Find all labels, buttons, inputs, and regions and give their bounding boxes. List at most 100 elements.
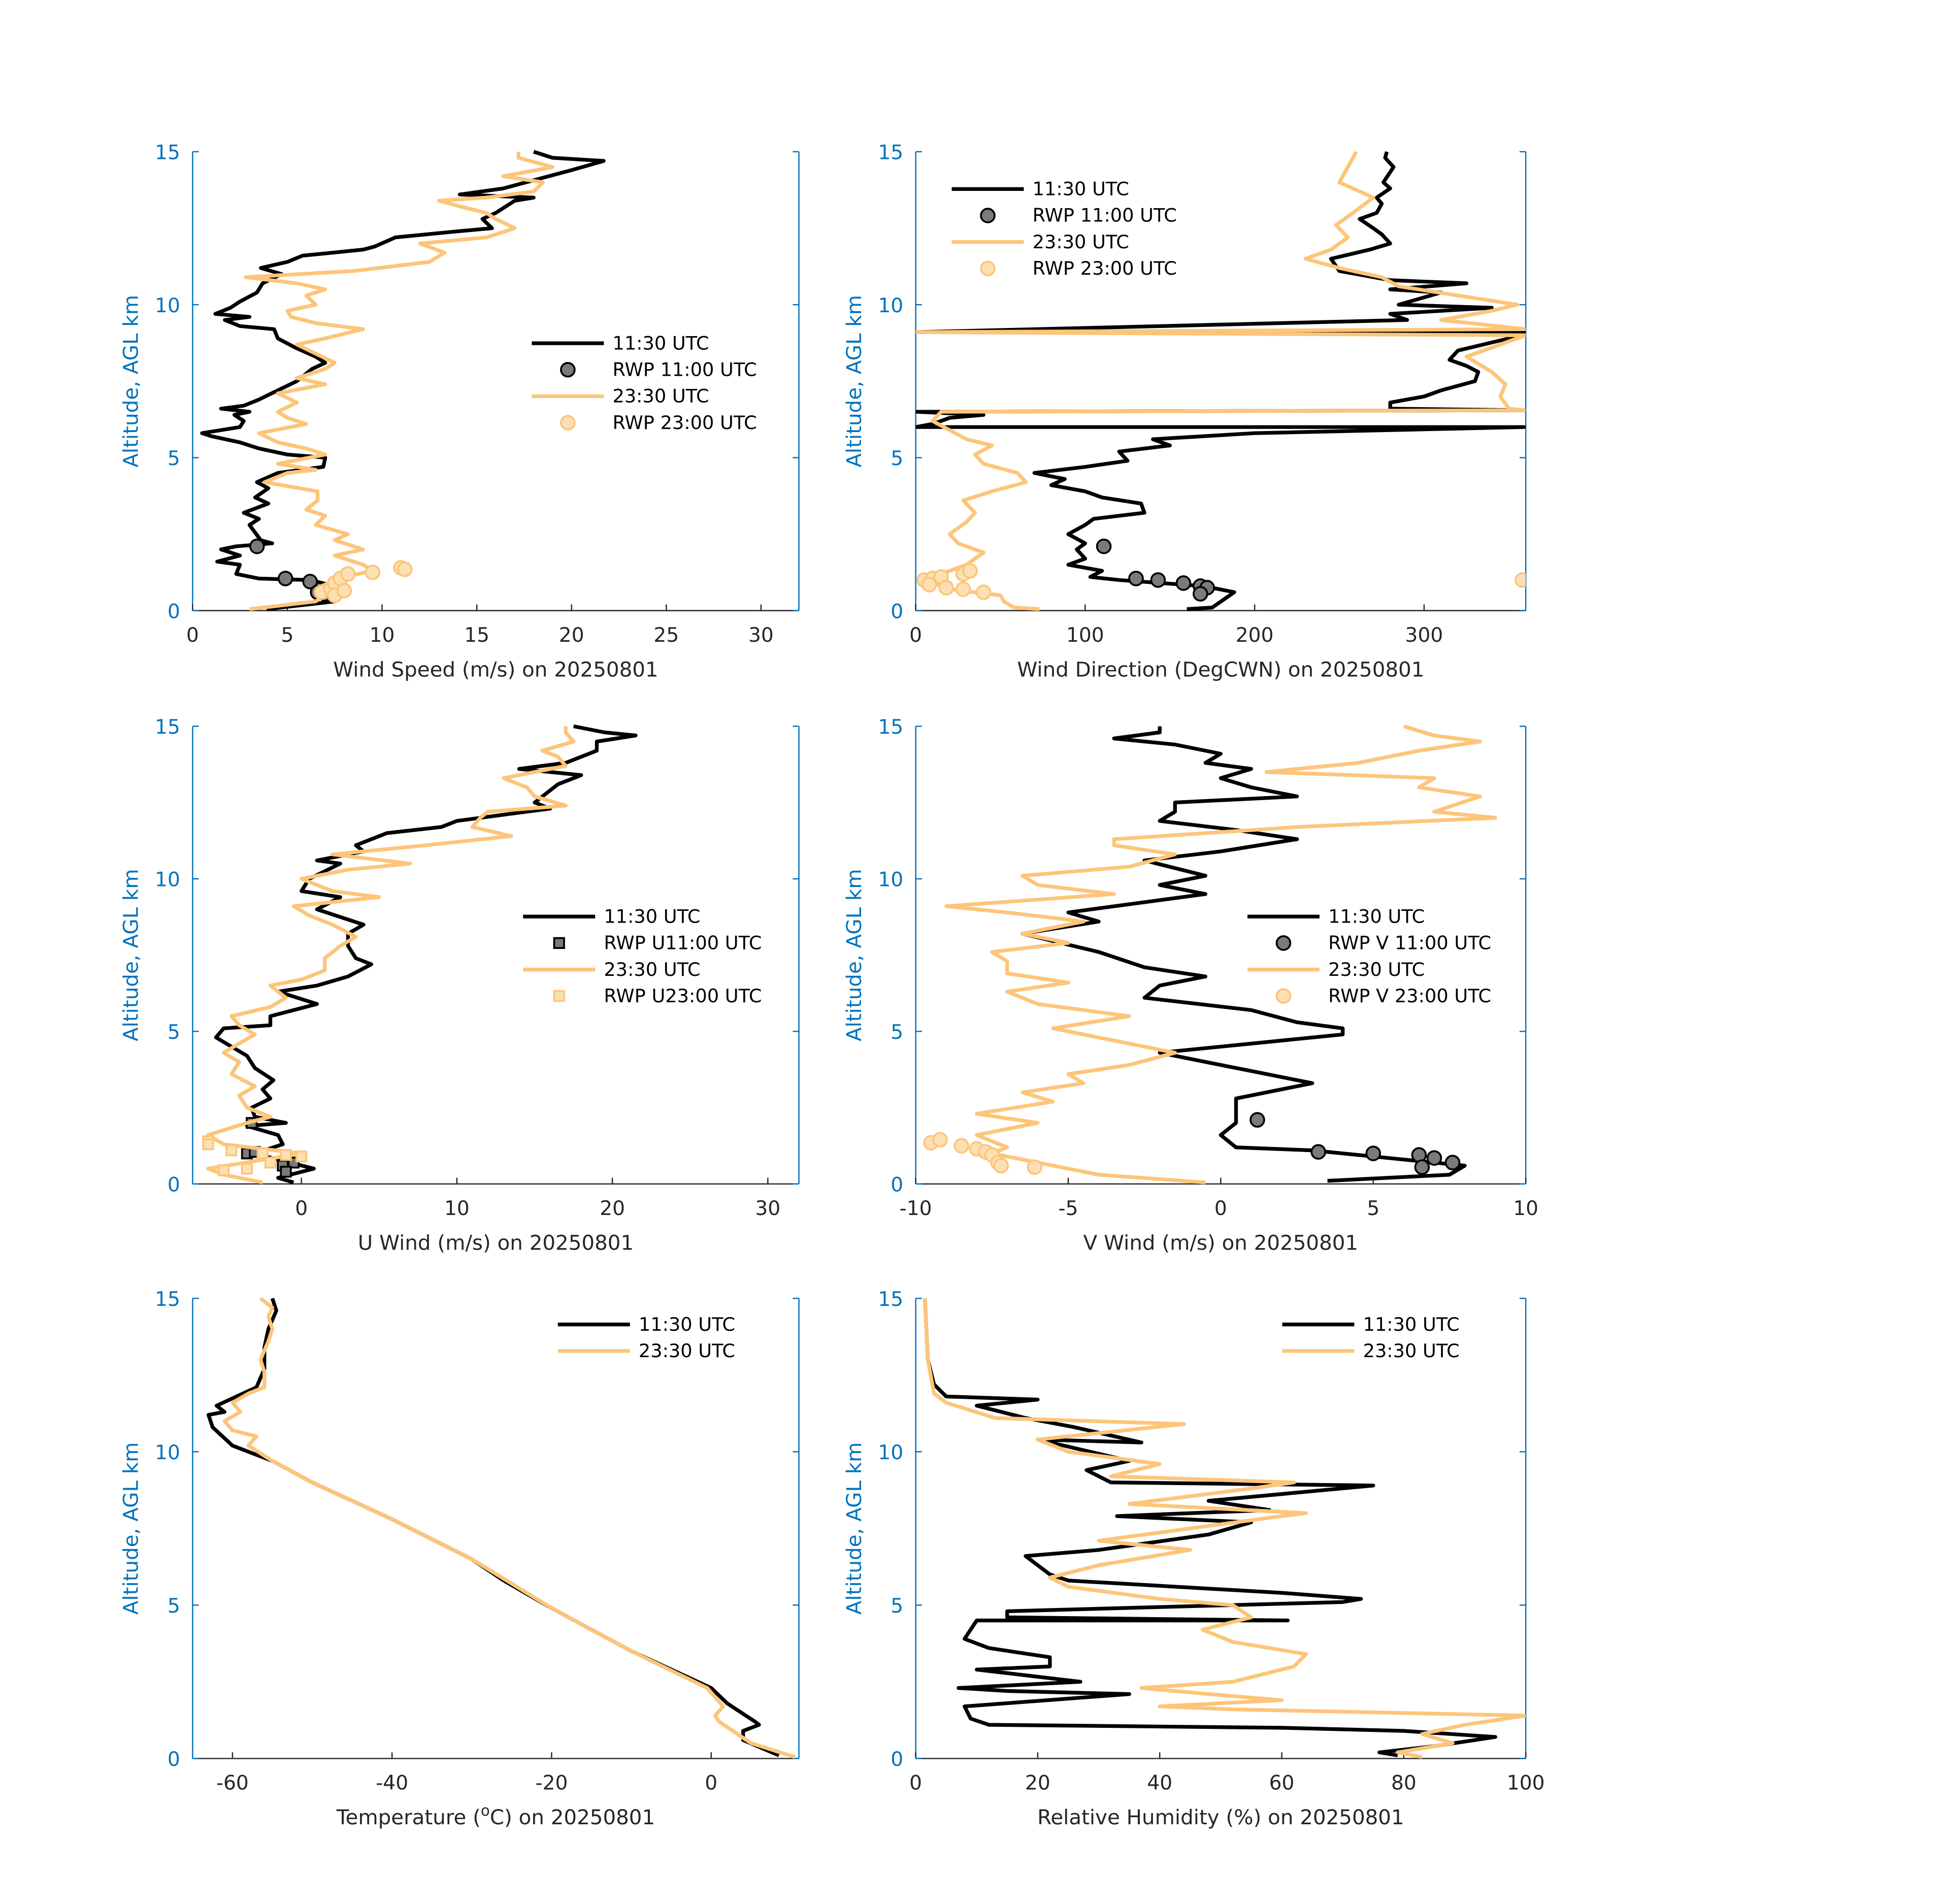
y-tick-label: 10 [155,1441,180,1464]
x-tick-label: 25 [653,624,679,647]
series-23-30-utc [944,724,1497,1185]
legend-item: RWP V 23:00 UTC [1275,985,1491,1007]
rwp-square-marker [202,1138,214,1151]
x-tick-label: 0 [909,1772,922,1795]
legend: 11:30 UTC RWP V 11:00 UTC 23:30 UTC RWP V 2… [1247,905,1491,1007]
y-tick-label: 15 [155,716,180,739]
y-tick-label: 0 [168,1173,180,1196]
x-tick-label: 5 [1367,1197,1379,1220]
profile-line [944,724,1497,1185]
y-tick-label: 0 [891,600,903,623]
x-tick-label: 30 [748,624,774,647]
legend-item: 11:30 UTC [557,1314,735,1335]
series-23-30-utc [222,1297,796,1759]
rwp-circle-marker [1096,538,1112,554]
rwp-circle-marker [1444,1155,1461,1171]
legend-label: 11:30 UTC [612,332,709,354]
rwp-square-marker [256,1147,269,1160]
x-tick-label: -60 [216,1772,249,1795]
legend-item: RWP 11:00 UTC [560,358,757,380]
rwp-circle-marker [1414,1159,1430,1175]
y-axis-label: Altitude, AGL km [842,869,866,1041]
y-tick-label: 10 [155,294,180,317]
rwp-square-marker [280,1149,292,1161]
x-axis-label: Temperature (oC) on 20250801 [336,1802,655,1829]
legend: 11:30 UTC RWP U11:00 UTC 23:30 UTC RWP U23:… [523,905,762,1007]
rwp-circle-marker [1193,586,1208,602]
y-axis-label: Altitude, AGL km [119,869,143,1041]
rwp-circle-marker [1365,1145,1381,1162]
x-tick-label: -5 [1058,1197,1078,1220]
y-axis-label: Altitude, AGL km [119,295,143,468]
series-rwp-11-00-utc [1096,538,1215,602]
x-tick-label: 0 [295,1197,308,1220]
rwp-circle-marker [336,583,352,599]
rwp-circle-marker [1150,572,1166,588]
y-tick-label: 10 [878,294,903,317]
legend-item: 23:30 UTC [1282,1340,1460,1362]
rwp-circle-marker [277,571,293,586]
x-tick-label: 20 [559,624,584,647]
x-tick-label: 0 [186,624,199,647]
legend-item: RWP U11:00 UTC [553,932,762,954]
y-tick-label: 0 [891,1748,903,1771]
y-tick-label: 15 [878,716,903,739]
legend-circle-swatch [1275,935,1292,951]
y-axis-label: Altitude, AGL km [842,1442,866,1615]
rwp-circle-marker [962,563,978,579]
rwp-circle-marker [1175,575,1192,591]
legend: 11:30 UTC RWP 11:00 UTC 23:30 UTC RWP 23:00… [951,178,1177,279]
series-rwp-v-11-00-utc [1249,1112,1461,1175]
panel-relative-humidity: 0 20 40 60 80 100 0 5 10 15 Relative Humidity (%) … [842,1288,1545,1829]
rwp-circle-marker [993,1158,1009,1174]
legend-label: RWP 11:00 UTC [1033,205,1177,226]
series-rwp-23-00-utc [916,563,1526,600]
legend-label: 23:30 UTC [639,1340,735,1362]
rwp-circle-marker [955,581,971,597]
y-tick-label: 5 [891,1595,903,1618]
rwp-circle-marker [397,561,413,577]
profile-line [206,726,576,1185]
x-tick-label: -10 [900,1197,932,1220]
legend-item: 23:30 UTC [951,231,1129,253]
rwp-square-marker [225,1144,238,1157]
legend-label: 11:30 UTC [639,1314,735,1335]
legend-square-swatch [553,990,565,1002]
legend-circle-swatch [560,362,576,378]
legend-label: RWP 23:00 UTC [1033,257,1177,279]
profile-line [222,1297,796,1759]
rwp-square-marker [280,1166,292,1178]
series-rwp-v-23-00-utc [923,1132,1043,1175]
series-rwp-23-00-utc [313,560,413,603]
series-11-30-utc [923,1298,1497,1757]
y-tick-label: 10 [878,869,903,892]
legend-circle-swatch [980,208,996,223]
x-tick-label: 15 [464,624,489,647]
panel-u-wind: 0 10 20 30 0 5 10 15 U Wind (m/s) on 20250801 Alt… [119,716,800,1255]
profile-line [923,1298,1497,1757]
rwp-circle-marker [1515,572,1526,588]
x-axis-label: Wind Speed (m/s) on 20250801 [333,658,658,681]
rwp-square-marker [295,1151,308,1163]
legend-item: 11:30 UTC [523,905,701,927]
legend-label: RWP 23:00 UTC [612,412,756,434]
legend-label: 23:30 UTC [604,959,700,980]
rwp-square-marker [217,1164,230,1176]
rwp-square-marker [264,1157,277,1169]
x-tick-label: 60 [1269,1772,1295,1795]
legend: 11:30 UTC 23:30 UTC [1282,1314,1460,1362]
legend-label: 11:30 UTC [1033,178,1129,200]
x-tick-label: 0 [1214,1197,1227,1220]
x-axis-label: Wind Direction (DegCWN) on 20250801 [1017,658,1424,681]
rwp-circle-marker [1027,1159,1043,1175]
series-23-30-utc [923,1298,1526,1759]
y-tick-label: 5 [168,447,180,470]
legend-item: RWP U23:00 UTC [553,985,762,1007]
legend-label: 11:30 UTC [1363,1314,1460,1335]
legend-item: 23:30 UTC [523,959,701,980]
rwp-circle-marker [953,1138,970,1154]
legend-label: 23:30 UTC [1033,231,1129,253]
legend-label: RWP U11:00 UTC [604,932,762,954]
